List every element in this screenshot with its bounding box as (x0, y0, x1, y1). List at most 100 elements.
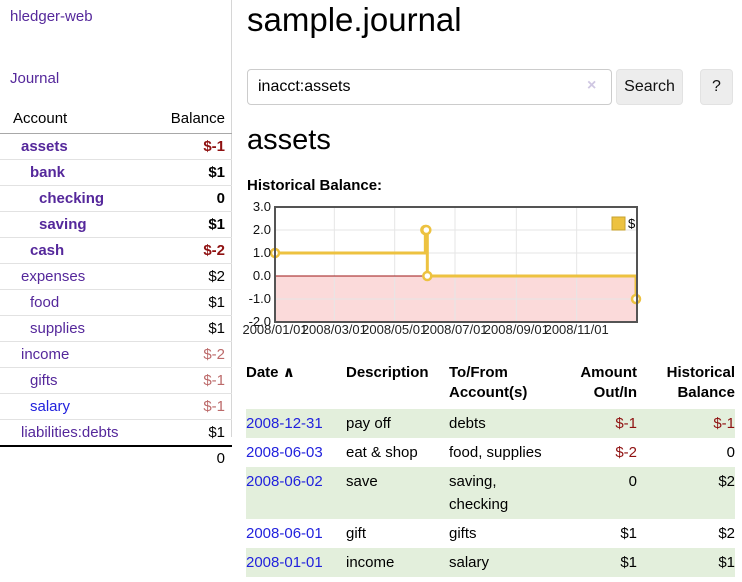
clear-search-icon[interactable]: × (587, 77, 597, 94)
column-header-amount: Amount Out/In (580, 364, 637, 401)
account-row-saving: saving $1 (0, 211, 232, 238)
search-input[interactable] (247, 69, 612, 105)
account-heading: assets (247, 124, 331, 156)
account-balance: $-2 (203, 346, 225, 363)
account-link-bank[interactable]: bank (30, 164, 66, 181)
sidebar-item-journal[interactable]: Journal (10, 70, 60, 87)
transaction-description: save (346, 473, 378, 490)
transaction-amount: $-1 (615, 415, 637, 432)
account-link-expenses[interactable]: expenses (21, 268, 86, 285)
transaction-balance: $-1 (713, 415, 735, 432)
transaction-balance: $2 (718, 525, 735, 542)
transaction-description: gift (346, 525, 367, 542)
account-link-income[interactable]: income (21, 346, 70, 363)
transaction-date-link[interactable]: 2008-06-03 (246, 444, 323, 461)
register-row: 2008-06-02 save saving, checking 0 $2 (246, 467, 735, 519)
historical-balance-chart: $3.0 2.0 1.0 0.0 -1.0 -2.0 2008/01/01 2008/03/0… (242, 199, 742, 342)
account-row-liabilities-debts: liabilities:debts $1 (0, 419, 232, 447)
account-link-salary[interactable]: salary (30, 398, 71, 415)
transaction-amount: $1 (620, 554, 637, 571)
accounts-header-balance: Balance (153, 101, 232, 134)
register-row: 2008-12-31 pay off debts $-1 $-1 (246, 409, 735, 438)
account-row-supplies: supplies $1 (0, 315, 232, 342)
accounts-tree: Account Balance assets $-1 bank $1 check… (0, 101, 232, 471)
svg-text:$: $ (628, 216, 636, 231)
account-balance: $1 (208, 424, 225, 441)
account-row-bank: bank $1 (0, 159, 232, 186)
account-link-checking[interactable]: checking (39, 190, 105, 207)
account-link-saving[interactable]: saving (39, 216, 87, 233)
page-title: sample.journal (247, 1, 462, 38)
brand-link[interactable]: hledger-web (10, 8, 93, 25)
y-axis-tick: 0.0 (252, 268, 271, 283)
transaction-amount: 0 (628, 473, 637, 490)
account-row-cash: cash $-2 (0, 237, 232, 264)
transaction-accounts: food, supplies (449, 444, 542, 461)
sort-asc-icon: ∧ (282, 364, 295, 381)
transaction-balance: $2 (718, 473, 735, 490)
transaction-accounts: gifts (449, 525, 477, 542)
account-row-income: income $-2 (0, 341, 232, 368)
account-balance: $-1 (203, 398, 225, 415)
account-link-cash[interactable]: cash (30, 242, 65, 259)
account-balance: $-2 (203, 242, 225, 259)
account-row-checking: checking 0 (0, 185, 232, 212)
account-row-expenses: expenses $2 (0, 263, 232, 290)
transaction-date-link[interactable]: 2008-06-01 (246, 525, 323, 542)
register-row: 2008-06-03 eat & shop food, supplies $-2… (246, 438, 735, 467)
y-axis-tick: 3.0 (252, 199, 271, 214)
transaction-balance: $1 (718, 554, 735, 571)
main-content: sample.journal × Search ? assets Histori… (242, 0, 742, 582)
account-link-liabilities-debts[interactable]: liabilities:debts (21, 424, 119, 441)
column-header-date[interactable]: Date ∧ (246, 364, 295, 381)
transaction-accounts: saving, checking (449, 473, 509, 513)
account-link-assets[interactable]: assets (21, 138, 68, 155)
x-axis-tick: 2008/11/01 (544, 322, 609, 337)
y-axis-tick: 2.0 (252, 222, 271, 237)
transaction-amount: $1 (620, 525, 637, 542)
account-link-supplies[interactable]: supplies (30, 320, 86, 337)
transaction-date-link[interactable]: 2008-12-31 (246, 415, 323, 432)
transaction-date-link[interactable]: 2008-06-02 (246, 473, 323, 490)
x-axis-tick: 2008/03/01 (301, 322, 367, 337)
register-row: 2008-06-01 gift gifts $1 $2 (246, 519, 735, 548)
transaction-description: income (346, 554, 395, 571)
y-axis-tick: 1.0 (252, 245, 271, 260)
account-link-food[interactable]: food (30, 294, 60, 311)
account-balance: $-1 (203, 372, 225, 389)
help-button[interactable]: ? (700, 69, 733, 105)
transaction-balance: 0 (726, 444, 735, 461)
x-axis-tick: 2008/07/01 (422, 322, 488, 337)
account-row-food: food $1 (0, 289, 232, 316)
transaction-description: eat & shop (346, 444, 418, 461)
y-axis-tick: -2.0 (248, 314, 271, 329)
chart-title: Historical Balance: (247, 177, 383, 194)
account-balance: $1 (208, 216, 225, 233)
register-header-row: Date ∧ Description To/From Account(s) Am… (246, 356, 735, 409)
account-row-salary: salary $-1 (0, 393, 232, 420)
register-table: Date ∧ Description To/From Account(s) Am… (246, 356, 735, 577)
account-balance: $1 (208, 320, 225, 337)
account-balance: $-1 (203, 138, 225, 155)
column-header-description: Description (346, 364, 429, 381)
accounts-total-row: 0 (0, 446, 232, 471)
accounts-header-row: Account Balance (0, 101, 232, 134)
transaction-date-link[interactable]: 2008-01-01 (246, 554, 323, 571)
y-axis-tick: -1.0 (248, 291, 271, 306)
x-axis-tick: 2008/01/01 (242, 322, 308, 337)
sidebar: hledger-web Journal Account Balance asse… (0, 0, 232, 467)
account-balance: 0 (216, 190, 225, 207)
account-link-gifts[interactable]: gifts (30, 372, 58, 389)
account-balance: $2 (208, 268, 225, 285)
accounts-total: 0 (216, 450, 225, 467)
transaction-description: pay off (346, 415, 391, 432)
x-axis-tick: 2008/09/01 (483, 322, 549, 337)
account-balance: $1 (208, 294, 225, 311)
register-row: 2008-01-01 income salary $1 $1 (246, 548, 735, 577)
column-header-balance: Historical Balance (666, 364, 735, 401)
accounts-header-account: Account (0, 101, 154, 134)
account-row-gifts: gifts $-1 (0, 367, 232, 394)
account-balance: $1 (208, 164, 225, 181)
search-button[interactable]: Search (616, 69, 683, 105)
transaction-accounts: salary (449, 554, 490, 571)
